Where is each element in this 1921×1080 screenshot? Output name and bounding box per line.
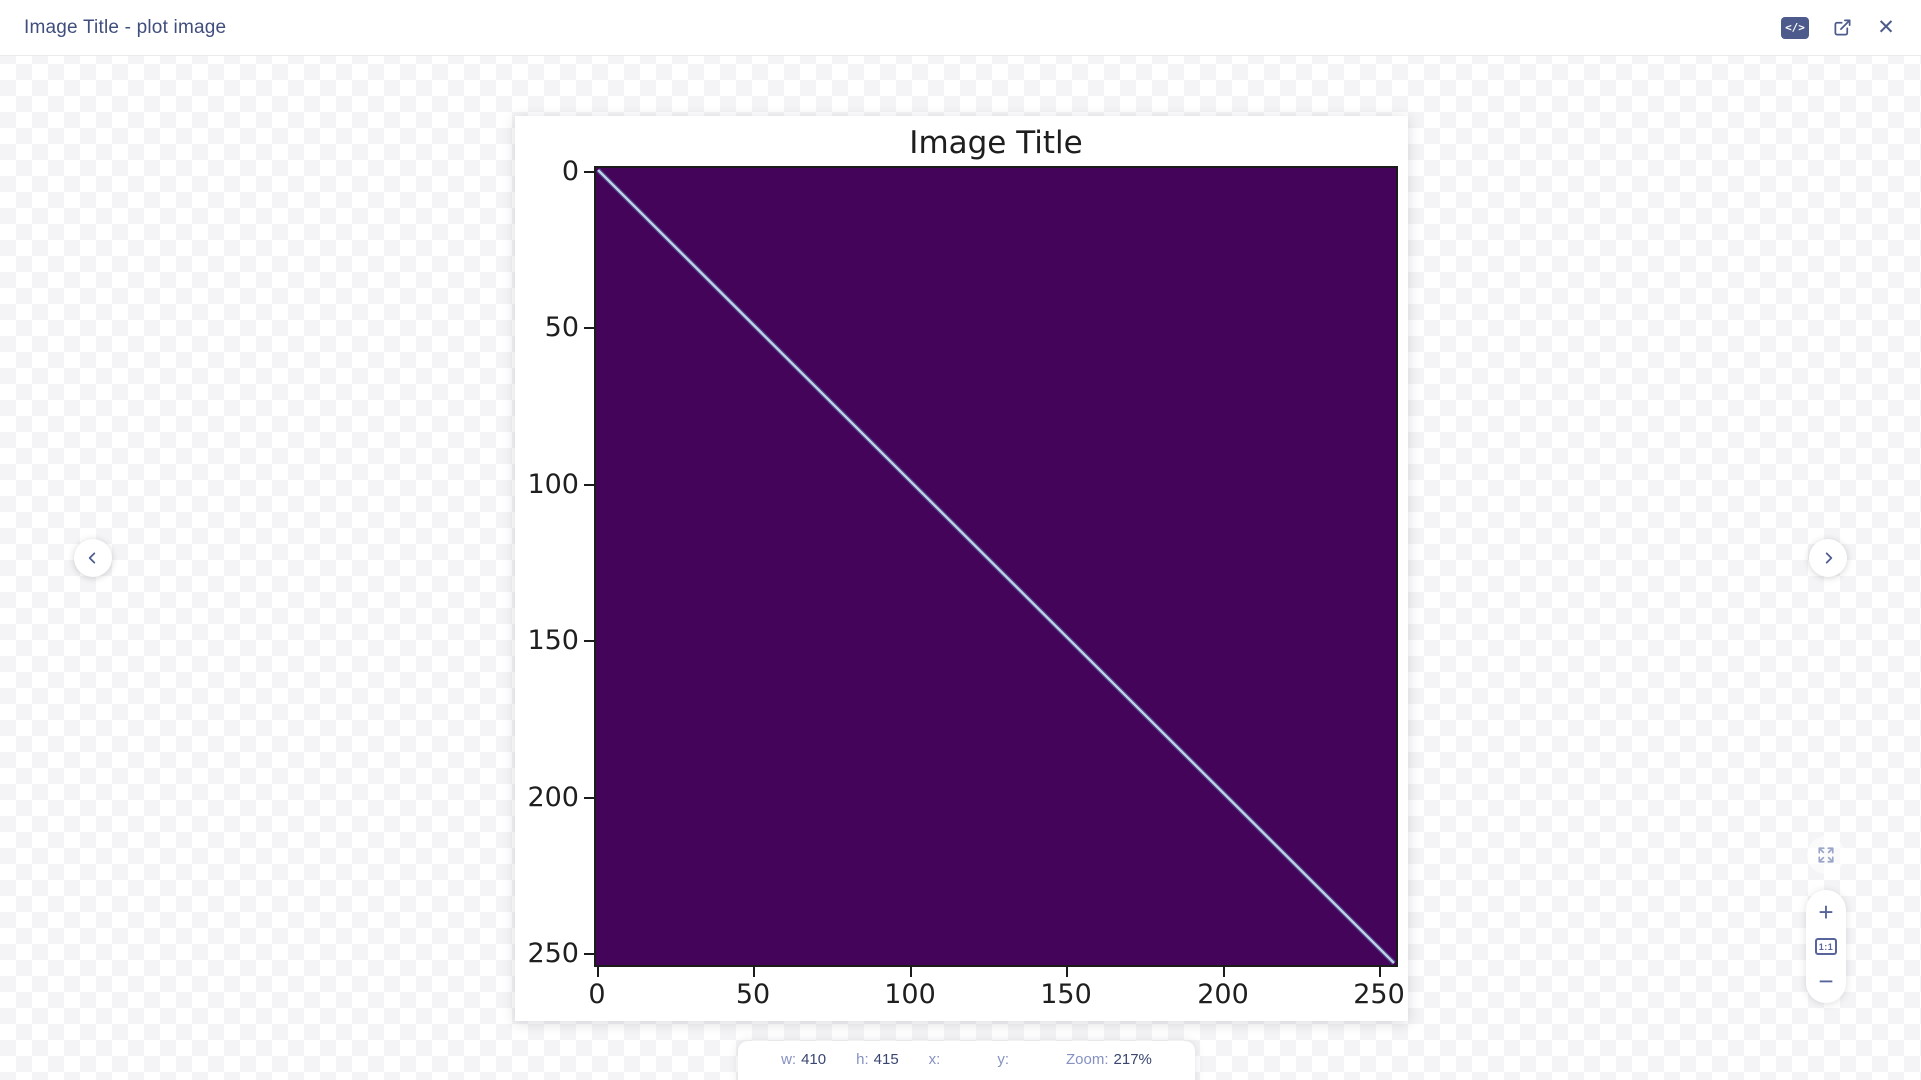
height-value: 415 — [873, 1051, 899, 1068]
x-tick-label: 0 — [588, 979, 606, 1010]
zoom-controls: + 1:1 − — [1806, 890, 1846, 1003]
x-tick-label: 50 — [735, 979, 771, 1010]
minus-icon: − — [1818, 966, 1834, 996]
x-label: x: — [928, 1051, 941, 1068]
viewer-title: Image Title - plot image — [24, 16, 227, 38]
code-view-toggle-icon[interactable]: </> — [1781, 16, 1809, 39]
open-in-new-icon[interactable] — [1831, 17, 1853, 39]
stat-y: y: — [997, 1051, 1036, 1068]
previous-image-button[interactable] — [74, 539, 112, 577]
y-tick-label: 150 — [527, 625, 579, 656]
stat-height: h: 415 — [856, 1051, 899, 1068]
width-label: w: — [781, 1051, 797, 1068]
actual-size-button[interactable]: 1:1 — [1806, 932, 1846, 962]
x-tick-mark — [910, 967, 912, 977]
x-tick-label: 150 — [1040, 979, 1092, 1010]
stat-zoom: Zoom: 217% — [1066, 1051, 1152, 1068]
x-tick-label: 250 — [1353, 979, 1405, 1010]
height-label: h: — [856, 1051, 869, 1068]
plot-figure: Image Title 0 50 100 150 200 250 0 50 10… — [515, 116, 1408, 1021]
identity-diagonal-line — [596, 168, 1396, 965]
close-icon[interactable]: ✕ — [1877, 15, 1895, 39]
header-actions: </> ✕ — [1781, 15, 1897, 39]
one-to-one-icon: 1:1 — [1815, 938, 1837, 955]
x-tick-mark — [1223, 967, 1225, 977]
y-tick-mark — [584, 953, 594, 955]
y-tick-mark — [584, 171, 594, 173]
width-value: 410 — [801, 1051, 827, 1068]
fullscreen-button[interactable] — [1807, 836, 1845, 874]
x-tick-mark — [753, 967, 755, 977]
expand-icon — [1818, 847, 1834, 863]
x-tick-mark — [597, 967, 599, 977]
y-tick-label: 100 — [527, 469, 579, 500]
plot-title: Image Title — [909, 125, 1083, 161]
chevron-left-icon — [88, 552, 96, 564]
heatmap-axes — [594, 166, 1398, 967]
y-label: y: — [997, 1051, 1010, 1068]
zoom-label: Zoom: — [1066, 1051, 1109, 1068]
viewer-header: Image Title - plot image </> ✕ — [0, 0, 1921, 56]
zoom-in-button[interactable]: + — [1806, 897, 1846, 927]
x-tick-mark — [1066, 967, 1068, 977]
y-tick-label: 250 — [527, 938, 579, 969]
zoom-value: 217% — [1113, 1051, 1152, 1068]
y-tick-label: 50 — [544, 312, 579, 343]
y-tick-label: 0 — [561, 156, 579, 187]
next-image-button[interactable] — [1809, 539, 1847, 577]
x-tick-label: 200 — [1197, 979, 1249, 1010]
y-tick-mark — [584, 327, 594, 329]
y-tick-mark — [584, 640, 594, 642]
image-status-bar: w: 410 h: 415 x: y: Zoom: 217% — [738, 1041, 1195, 1080]
x-tick-label: 100 — [884, 979, 936, 1010]
y-tick-mark — [584, 484, 594, 486]
stat-x: x: — [929, 1051, 968, 1068]
plus-icon: + — [1818, 897, 1834, 927]
stat-width: w: 410 — [781, 1051, 826, 1068]
x-tick-mark — [1379, 967, 1381, 977]
y-tick-label: 200 — [527, 782, 579, 813]
zoom-out-button[interactable]: − — [1806, 966, 1846, 996]
y-tick-mark — [584, 797, 594, 799]
chevron-right-icon — [1825, 552, 1833, 564]
